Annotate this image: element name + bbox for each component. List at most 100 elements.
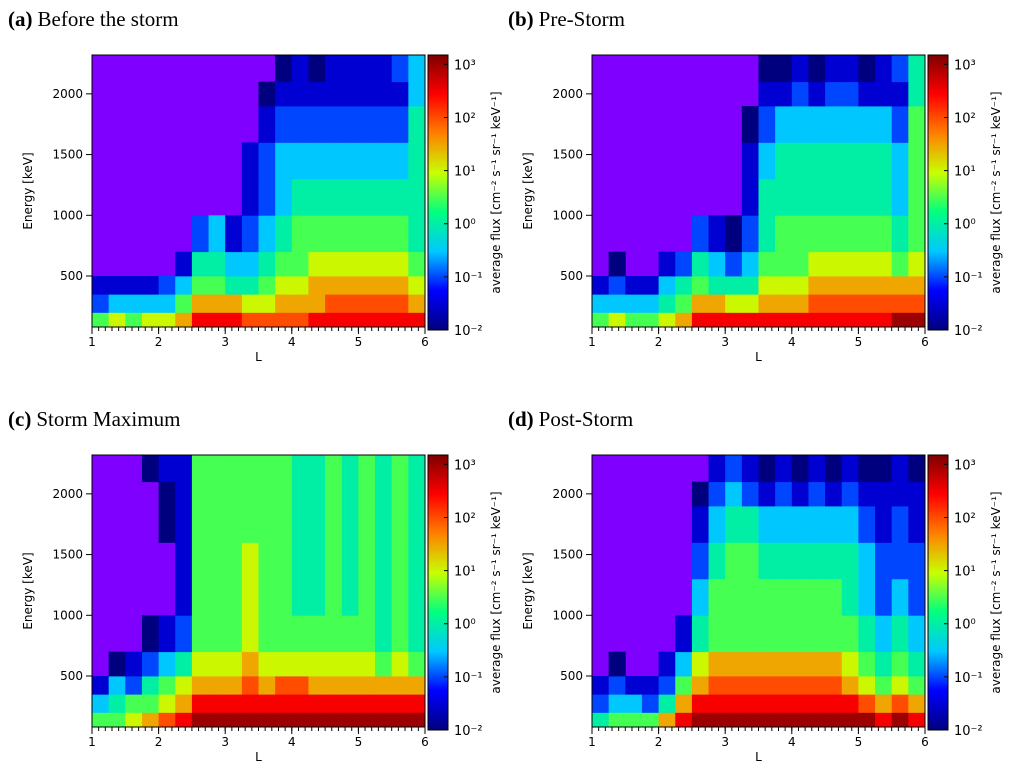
x-tick-label: 2 xyxy=(155,335,163,349)
heatmap-cell xyxy=(725,542,743,580)
heatmap-cell xyxy=(908,55,926,83)
colorbar-tick-label: 10² xyxy=(454,511,476,526)
heatmap-cell xyxy=(808,578,826,616)
heatmap-cell xyxy=(741,712,759,728)
heatmap-cell xyxy=(908,712,926,728)
heatmap-cell xyxy=(841,694,859,713)
heatmap-cell xyxy=(775,651,793,677)
heatmap-cell xyxy=(391,455,409,483)
heatmap-cell xyxy=(358,55,376,83)
heatmap-cell xyxy=(175,694,193,713)
heatmap-cell xyxy=(841,106,859,143)
heatmap-cell xyxy=(325,481,343,507)
heatmap-cell xyxy=(341,506,359,543)
heatmap-cell xyxy=(391,142,409,180)
heatmap-cell xyxy=(875,455,893,483)
colorbar-tick-label: 10³ xyxy=(454,58,476,73)
heatmap-cell xyxy=(408,312,426,328)
heatmap-cell xyxy=(608,694,626,713)
heatmap-cell xyxy=(191,215,209,253)
heatmap-cell xyxy=(191,676,209,695)
heatmap-cell xyxy=(741,251,759,277)
panel-title-text: Post-Storm xyxy=(539,407,634,431)
heatmap-cell xyxy=(708,455,726,483)
heatmap-cell xyxy=(891,312,909,328)
colorbar-tick-label: 10² xyxy=(954,511,976,526)
heatmap-cell xyxy=(291,251,309,277)
heatmap-cell xyxy=(825,651,843,677)
heatmap-cell xyxy=(841,294,859,313)
heatmap-cell xyxy=(391,712,409,728)
heatmap-cell xyxy=(275,178,293,216)
x-tick-label: 6 xyxy=(921,735,929,749)
heatmap-cell xyxy=(841,81,859,107)
heatmap-cell xyxy=(258,276,276,295)
heatmap-cell xyxy=(375,178,393,216)
heatmap-cell xyxy=(791,106,809,143)
y-tick-label: 1500 xyxy=(52,148,83,162)
heatmap-cell xyxy=(625,694,643,713)
heatmap-cell xyxy=(691,694,709,713)
heatmap-cell xyxy=(325,251,343,277)
heatmap-cell xyxy=(375,615,393,653)
heatmap-cell xyxy=(841,615,859,653)
heatmap-cell xyxy=(775,251,793,277)
heatmap-cell xyxy=(158,651,176,677)
heatmap-cell xyxy=(241,542,259,580)
heatmap-cell xyxy=(275,55,293,83)
x-tick-label: 1 xyxy=(588,335,596,349)
heatmap-cell xyxy=(908,578,926,616)
heatmap-cell xyxy=(658,276,676,295)
x-axis-label: L xyxy=(755,750,762,764)
heatmap-cell xyxy=(325,651,343,677)
heatmap-cell xyxy=(908,106,926,143)
colorbar-tick-label: 10⁻¹ xyxy=(454,271,483,286)
heatmap-cell xyxy=(675,251,693,277)
heatmap-cell xyxy=(375,215,393,253)
heatmap-cell xyxy=(691,651,709,677)
heatmap-cell xyxy=(758,106,776,143)
heatmap-cell xyxy=(891,215,909,253)
heatmap-cell xyxy=(325,694,343,713)
heatmap-cell xyxy=(241,578,259,616)
heatmap-cell xyxy=(675,712,693,728)
heatmap-cell xyxy=(225,251,243,277)
heatmap-cell xyxy=(391,215,409,253)
heatmap-cell xyxy=(141,676,159,695)
heatmap-cell xyxy=(208,506,226,543)
x-tick-label: 5 xyxy=(355,335,363,349)
heatmap-cell xyxy=(408,651,426,677)
heatmap-cell xyxy=(258,455,276,483)
colorbar-tick-label: 10⁰ xyxy=(954,218,976,233)
heatmap-cell xyxy=(641,694,659,713)
heatmap-cell xyxy=(341,312,359,328)
heatmap-cell xyxy=(608,712,626,728)
heatmap-cell xyxy=(375,542,393,580)
heatmap-cell xyxy=(875,312,893,328)
heatmap-cell xyxy=(408,251,426,277)
heatmap-cell xyxy=(375,578,393,616)
heatmap-cell xyxy=(408,276,426,295)
heatmap-cell xyxy=(391,178,409,216)
heatmap-cell xyxy=(291,142,309,180)
heatmap-cell xyxy=(325,506,343,543)
heatmap-cell xyxy=(825,694,843,713)
heatmap-cell xyxy=(241,178,259,216)
heatmap-cell xyxy=(758,542,776,580)
heatmap-cell xyxy=(708,294,726,313)
heatmap-cell xyxy=(675,676,693,695)
heatmap-cell xyxy=(191,481,209,507)
heatmap-cell xyxy=(825,506,843,543)
heatmap-cell xyxy=(825,251,843,277)
heatmap-cell xyxy=(358,578,376,616)
heatmap-cell xyxy=(908,676,926,695)
heatmap-cell xyxy=(758,615,776,653)
heatmap-cell xyxy=(308,455,326,483)
heatmap-cell xyxy=(358,294,376,313)
y-axis-label: Energy [keV] xyxy=(21,552,35,629)
heatmap-cell xyxy=(375,81,393,107)
heatmap-cell xyxy=(191,276,209,295)
heatmap-cell xyxy=(691,506,709,543)
heatmap-cell xyxy=(275,276,293,295)
